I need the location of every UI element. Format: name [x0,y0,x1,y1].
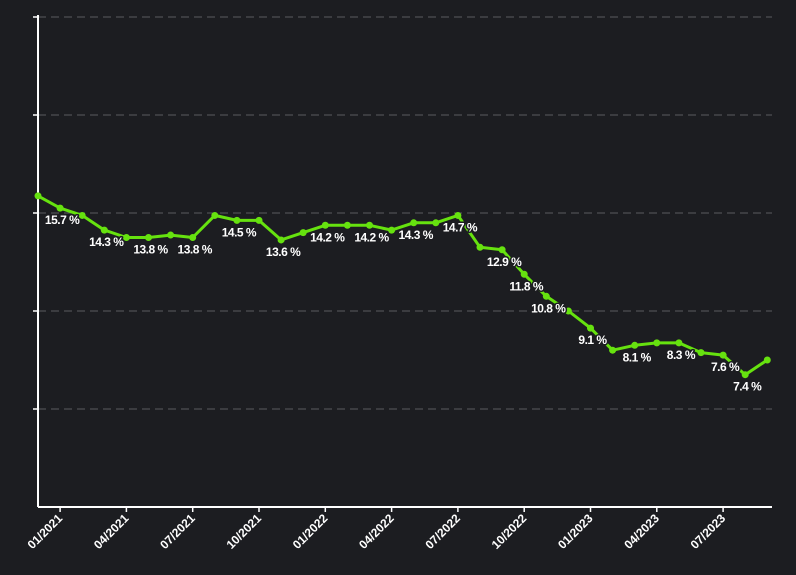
data-point-0 [34,192,42,200]
data-point-1 [56,204,64,212]
series-line [37,194,769,377]
data-point-17 [410,219,418,227]
data-label-23: 10.8 % [531,301,566,315]
data-point-26 [609,346,617,354]
data-point-25 [587,324,594,332]
data-point-3 [100,226,108,234]
data-point-15 [366,221,373,229]
x-tick-label-6: 07/2022 [422,511,463,552]
data-label-1: 15.7 % [45,213,80,227]
data-point-4 [122,234,130,241]
x-tick-label-10: 07/2023 [688,511,729,552]
data-label-31: 7.6 % [711,360,740,374]
series-group [34,192,771,379]
data-labels: 15.7 % 14.3 % 13.8 % 13.8 % 14.5 % 13.6 % 14.2… [43,212,764,396]
data-label-32: 7.4 % [733,380,762,394]
data-point-24 [564,307,572,315]
data-label-11: 13.6 % [266,245,301,259]
data-label-13: 14.2 % [310,230,345,244]
data-point-7 [189,234,197,241]
grid-lines [38,16,772,410]
data-point-2 [78,211,86,219]
x-axis-tick-labels: 01/2021 04/2021 07/2021 10/2021 01/2022 04/20… [25,511,729,552]
data-label-15: 14.2 % [354,230,389,244]
x-tick-label-8: 01/2023 [555,511,596,552]
axes [33,15,772,512]
x-tick-label-5: 04/2022 [356,511,397,552]
data-label-17: 14.3 % [399,228,434,242]
x-tick-label-3: 10/2021 [224,511,265,552]
data-point-31 [719,351,727,359]
x-tick-label-2: 07/2021 [157,511,198,552]
data-point-21 [498,246,506,254]
data-point-6 [167,231,175,239]
data-point-18 [432,219,440,227]
data-point-30 [697,349,705,357]
data-point-27 [631,341,639,349]
data-point-22 [520,270,528,278]
data-label-3: 14.3 % [89,235,124,249]
data-point-14 [343,221,351,229]
data-point-8 [211,211,219,219]
x-tick-label-4: 01/2022 [290,511,331,552]
data-point-12 [299,229,307,237]
data-label-9: 14.5 % [222,225,257,239]
data-label-29: 8.3 % [667,348,696,362]
data-point-32 [741,371,749,379]
data-point-16 [388,226,396,234]
data-point-29 [675,339,683,347]
x-tick-label-9: 04/2023 [621,511,662,552]
data-point-33 [763,356,771,364]
data-label-22: 11.8 % [509,279,544,293]
data-point-19 [454,211,462,219]
data-point-13 [321,221,329,229]
data-label-27: 8.1 % [623,350,652,364]
x-tick-label-7: 10/2022 [489,511,530,552]
x-tick-label-1: 04/2021 [91,511,132,552]
data-point-5 [145,234,152,241]
data-point-9 [233,216,241,224]
data-point-23 [542,292,550,300]
data-label-19: 14.7 % [443,220,478,234]
data-point-20 [476,243,484,251]
data-label-21: 12.9 % [487,255,522,269]
data-point-10 [255,216,263,224]
data-label-7: 13.8 % [178,243,213,257]
x-tick-label-0: 01/2021 [25,511,66,552]
data-label-25: 9.1 % [578,333,607,347]
data-label-5: 13.8 % [133,243,168,257]
data-point-28 [653,339,661,347]
data-point-11 [277,236,285,244]
